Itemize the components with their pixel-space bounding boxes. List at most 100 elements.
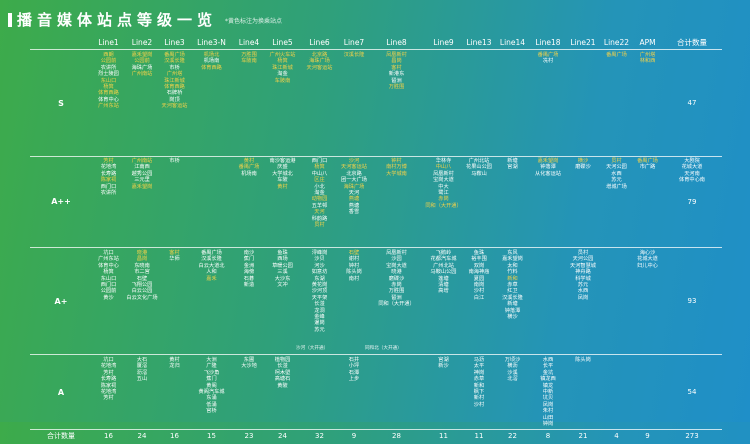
station-name: 黄花岗 (311, 282, 328, 289)
station-name: 海珠广场 (131, 64, 153, 71)
column-header: APM (639, 38, 656, 47)
station-name: 大洲 (206, 357, 217, 363)
station-cell: 番禺广场 汉溪长隆 白云大道北 人和 嘉禾 (190, 248, 233, 356)
station-name: 长湴 (277, 363, 288, 370)
station-cell: 南沙客运港 庆盛 大学城北 车陂 黄村 (265, 156, 300, 249)
station-name: 钟落潭 (540, 164, 556, 171)
column-header: Line9 (433, 38, 454, 47)
station-cell (190, 156, 233, 249)
station-note: 同和北（大开通） (365, 346, 402, 351)
page-header: 播音媒体站点等级一览 *黄色标注为换乘站点 (8, 9, 282, 29)
station-cell: 机场北 机场南 体育西路 (190, 50, 233, 158)
station-name: 淘金 (277, 71, 288, 78)
station-name: 太和 (507, 262, 518, 269)
station-name: 客村 (169, 250, 180, 256)
footer-count: 16 (104, 432, 113, 440)
station-name: 番禺广场 (201, 250, 222, 256)
station-name: 山田 (542, 414, 554, 421)
footer-count: 9 (645, 432, 650, 440)
station-name: 鱼珠 (277, 250, 288, 256)
station-name: 东山口 (100, 275, 117, 282)
station-cell: 西朗 公园前 农讲所 烈士陵园 东山口 杨箕 体育西路 体育中心 广州东站 (92, 50, 125, 158)
column-header: Line6 (309, 38, 330, 47)
column-header: Line3 (164, 38, 185, 47)
station-cell: 广州南站 江南西 越秀公园 三元里 嘉禾望岗 (125, 156, 159, 249)
station-name: 磨碟沙 (575, 164, 591, 171)
station-cell: 东圃 大沙地 (233, 355, 265, 431)
station-name: 番禺广场 (164, 52, 185, 58)
station-name: 员村 (577, 250, 589, 256)
station-name: 石潭 (348, 369, 360, 376)
station-name: 龙归 (169, 363, 180, 370)
level-total: 79 (687, 197, 697, 206)
station-name: 黄沙 (103, 294, 114, 301)
station-cell: 坑口 广州东站 体育中心 杨箕 东山口 西门口 公园前 黄沙 (92, 248, 125, 356)
station-name: 横沙 (577, 158, 589, 164)
station-name: 小北 (314, 183, 325, 190)
station-name: 嘉禾望岗 (131, 183, 153, 190)
station-name: 水西 (542, 357, 554, 363)
footer-count: 16 (170, 432, 179, 440)
station-name: 万顷沙 (504, 357, 521, 363)
station-name: 西场 (277, 256, 288, 263)
station-name: 黄村 (277, 183, 288, 190)
station-name: 钟村 (391, 158, 402, 164)
footer-label: 合计数量 (47, 432, 75, 440)
station-cell: 嘉禾望岗 钟落潭 从化客运站 (530, 156, 566, 249)
title-accent-bar (8, 13, 12, 27)
station-cell (463, 50, 495, 158)
station-name: 岗顶 (169, 96, 180, 103)
station-name: 三溪 (277, 269, 288, 276)
station-name: 体育西路 (164, 84, 185, 91)
station-name: 体育西路 (98, 90, 119, 97)
station-name: 横沥 (507, 363, 518, 370)
station-name: 大石 (136, 357, 148, 363)
station-name: 黄村 (243, 158, 255, 164)
station-name: 体育西路 (201, 64, 222, 71)
station-name: 新沙 (438, 363, 449, 370)
station-name: 中大 (438, 183, 449, 190)
station-name: 中新 (542, 389, 554, 396)
station-cell: 员村 天河公园 天河智慧城 神舟路 科学城 苏元 水西 凤岗 (566, 248, 600, 356)
station-name: 烈士陵园 (98, 71, 119, 78)
level-total: 93 (687, 297, 697, 305)
column-header: Line18 (535, 38, 561, 47)
station-name: 上步 (348, 376, 360, 383)
station-cell: 北京路 海珠广场 天河客运站 (300, 50, 339, 158)
station-name: 广州塔 (166, 71, 183, 78)
station-name: 东山口 (100, 77, 117, 84)
table-header-row: Line1 Line2 Line3 Line3-N Line4 Line5 Line6 Lin… (30, 38, 722, 48)
station-name: 坑口 (103, 357, 114, 363)
station-name: 广州东站 (98, 256, 119, 263)
column-header: Line8 (386, 38, 407, 47)
column-header: Line1 (98, 38, 119, 47)
level-label: A++ (51, 197, 71, 206)
station-name: 石壁 (348, 250, 360, 256)
station-name: 凤凰新村 (386, 52, 407, 58)
station-cell: 东风 嘉禾望岗 太和 竹料 新和 赤草 红卫 汉溪长隆 新塘 钟落潭 横沙 (495, 248, 530, 356)
level-label: S (58, 98, 64, 108)
station-name: 机场北 (203, 52, 220, 58)
station-name: 新造 (243, 282, 255, 289)
station-name: 北京路 (311, 52, 328, 58)
station-name: 南岗 (473, 282, 485, 289)
station-name: 番禺广场 (238, 164, 260, 171)
station-name: 万胜围 (241, 52, 257, 58)
station-name: 大剧院 (684, 158, 700, 164)
station-name: 高塘石 (274, 376, 291, 383)
footer-count: 9 (351, 432, 357, 440)
station-name: 机场南 (241, 170, 257, 177)
station-name: 天河客运站 (306, 64, 333, 71)
station-name: 神岗 (473, 369, 485, 376)
page-subtitle: *黄色标注为换乘站点 (225, 18, 283, 25)
station-name: 五山 (136, 376, 148, 383)
station-name: 花地湾 (100, 389, 117, 396)
station-name: 金洲 (243, 262, 255, 269)
station-name: 陈头岗 (575, 357, 591, 363)
station-name: 东风 (507, 250, 518, 256)
footer-count: 24 (278, 432, 287, 440)
station-cell (600, 355, 633, 431)
station-name: 番禺广场 (606, 52, 627, 58)
footer-count: 11 (439, 432, 448, 440)
station-name: 广州东站 (98, 103, 119, 110)
